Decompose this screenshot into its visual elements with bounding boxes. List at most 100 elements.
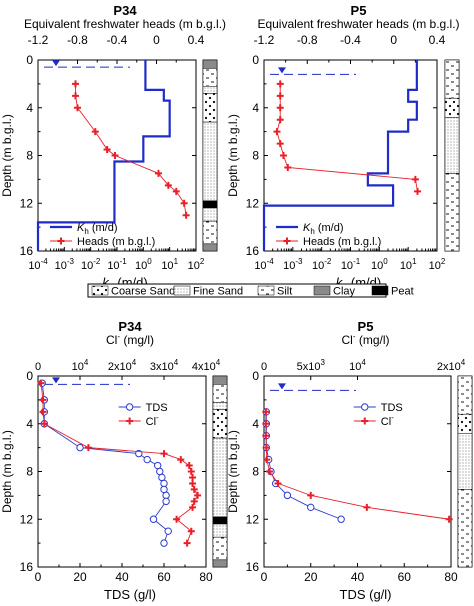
kh-step-line bbox=[36, 60, 171, 251]
top-axis-label-sup: - bbox=[117, 332, 120, 341]
y-tick-label: 0 bbox=[252, 369, 259, 383]
heads-point bbox=[74, 104, 81, 112]
top-tick-label-exp: 3 bbox=[320, 358, 325, 367]
legend-label-main: K bbox=[303, 222, 311, 234]
legend-tds-swatch-marker bbox=[361, 403, 369, 411]
bottom-tick-label-base: 10 bbox=[429, 260, 441, 272]
top-tick-label-base: 0 bbox=[261, 361, 267, 373]
y-tick-label: 16 bbox=[20, 560, 34, 574]
y-tick-label: 4 bbox=[26, 417, 33, 431]
legend-entry: Heads (m b.g.l.) bbox=[50, 236, 155, 248]
heads-point bbox=[276, 80, 284, 88]
top-tick-label: 0 bbox=[153, 33, 160, 47]
y-tick-label: 8 bbox=[26, 465, 33, 479]
legend-label-unit: (m/d) bbox=[89, 222, 118, 234]
top-tick-label: 2x104 bbox=[108, 358, 137, 373]
legend-plus-swatch-marker bbox=[283, 237, 291, 245]
lithology-legend-swatch-fine bbox=[173, 285, 191, 296]
tds-line bbox=[265, 411, 342, 520]
water-table-icon bbox=[278, 67, 286, 74]
y-axis-label: Depth (m b.g.l.) bbox=[0, 430, 14, 513]
bottom-tick-label-exp: -3 bbox=[295, 257, 303, 266]
top-tick-label: 3x104 bbox=[150, 358, 179, 373]
top-tick-label: -0.8 bbox=[67, 33, 88, 47]
top-tick-label: -0.4 bbox=[107, 33, 128, 47]
plot-frame bbox=[263, 59, 438, 252]
bottom-tick-label: 40 bbox=[351, 570, 365, 584]
top-axis-label: Cl- (mg/l) bbox=[106, 332, 154, 347]
y-tick-label: 12 bbox=[20, 512, 34, 526]
lithology-layer-clay bbox=[202, 59, 218, 69]
bottom-tick-label-exp: 0 bbox=[147, 257, 152, 266]
legend-entry: Heads (m b.g.l.) bbox=[276, 236, 381, 248]
bottom-tick-label: 40 bbox=[115, 570, 129, 584]
tds-point bbox=[160, 539, 168, 547]
bottom-tick-label: 10-4 bbox=[254, 257, 274, 272]
cl-point bbox=[194, 491, 202, 499]
legend-label-sub: h bbox=[310, 227, 314, 236]
lithology-layer-fine bbox=[202, 121, 218, 202]
top-tick-label-exp: 4 bbox=[132, 358, 137, 367]
heads-point bbox=[103, 146, 111, 154]
bottom-tick-label-exp: -2 bbox=[93, 257, 101, 266]
lithology-layer-clay bbox=[202, 243, 218, 252]
bottom-tick-label: 20 bbox=[73, 570, 87, 584]
cl-point bbox=[262, 420, 270, 428]
legend-plus-swatch-marker bbox=[126, 417, 134, 425]
cl-point bbox=[39, 396, 47, 404]
top-tick-label: 104 bbox=[349, 358, 366, 373]
top-tick-label-exp: 4 bbox=[84, 358, 89, 367]
top-tick-label: 0 bbox=[35, 361, 41, 373]
bottom-tick-label: 60 bbox=[157, 570, 171, 584]
legend-entry: Kh (m/d) bbox=[276, 222, 344, 236]
cl-point bbox=[189, 503, 197, 511]
bottom-tick-label: 10-1 bbox=[341, 257, 361, 272]
cl-point bbox=[187, 527, 195, 535]
tds-point bbox=[337, 515, 345, 523]
bottom-tick-label: 100 bbox=[135, 257, 152, 272]
bottom-tick-label-base: 10 bbox=[371, 260, 383, 272]
top-tick-label: 0 bbox=[261, 361, 267, 373]
bottom-tick-label: 102 bbox=[429, 257, 446, 272]
bottom-tick-label: 10-3 bbox=[55, 257, 75, 272]
cl-point bbox=[189, 473, 197, 481]
water-table-icon bbox=[52, 377, 60, 384]
bottom-tick-label-base: 10 bbox=[161, 260, 173, 272]
y-tick-label: 0 bbox=[26, 369, 33, 383]
top-tick-label: 2x104 bbox=[437, 358, 466, 373]
y-tick-label: 8 bbox=[252, 149, 259, 163]
top-tick-label-base: 2x10 bbox=[437, 361, 461, 373]
cl-point bbox=[190, 497, 198, 505]
legend-label-main: K bbox=[77, 222, 85, 234]
water-table-icon bbox=[52, 60, 60, 67]
legend-label-main: Heads (m b.g.l.) bbox=[303, 236, 381, 248]
heads-point bbox=[180, 199, 188, 207]
cl-point bbox=[262, 432, 270, 440]
cl-point bbox=[39, 408, 47, 416]
lithology-layer-peat bbox=[202, 200, 218, 209]
lithology-layer-peat bbox=[212, 516, 228, 525]
bottom-axis-label: TDS (g/l) bbox=[340, 587, 392, 602]
heads-point bbox=[91, 128, 99, 136]
kh-step-line bbox=[262, 60, 418, 251]
top-axis-label: Equivalent freshwater heads (m b.g.l.) bbox=[257, 17, 459, 31]
legend-label: TDS bbox=[381, 402, 403, 414]
bottom-tick-label: 100 bbox=[371, 257, 388, 272]
bottom-tick-label: 0 bbox=[261, 570, 268, 584]
legend-label-unit: (m/d) bbox=[315, 222, 344, 234]
y-tick-label: 12 bbox=[246, 196, 260, 210]
legend-entry: TDS bbox=[353, 402, 403, 414]
bottom-tick-label-base: 10 bbox=[400, 260, 412, 272]
lithology-layer-silt bbox=[457, 375, 473, 415]
top-tick-label-base: 2x10 bbox=[108, 361, 132, 373]
tds-point bbox=[164, 527, 172, 535]
legend-label: Kh (m/d) bbox=[303, 222, 344, 236]
cl-point bbox=[262, 408, 270, 416]
legend-label: TDS bbox=[146, 402, 168, 414]
bottom-tick-label-exp: -1 bbox=[353, 257, 361, 266]
bottom-tick-label: 10-1 bbox=[107, 257, 127, 272]
top-axis-label-main: Cl bbox=[106, 333, 117, 347]
bottom-tick-label: 80 bbox=[199, 570, 213, 584]
lithology-layer-silt bbox=[212, 384, 228, 403]
